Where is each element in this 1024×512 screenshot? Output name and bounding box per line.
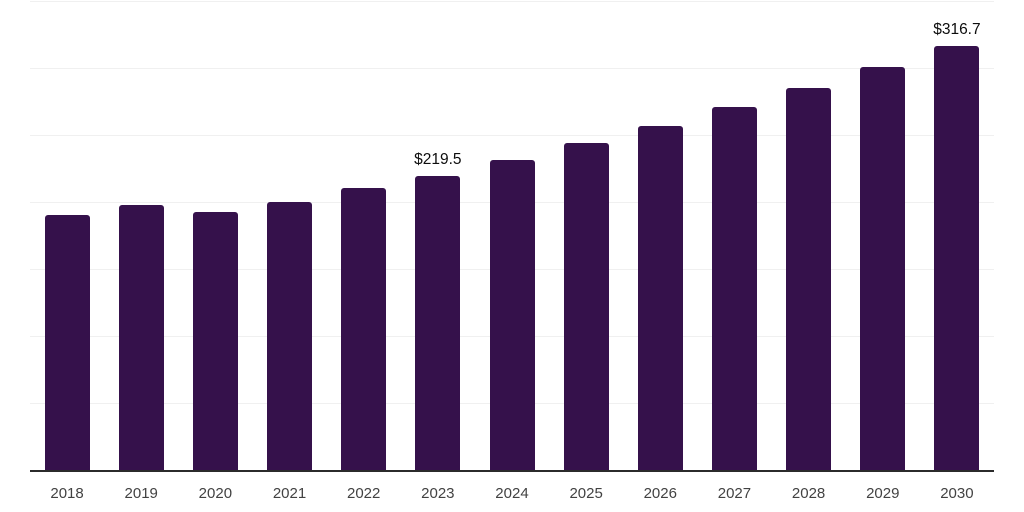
x-axis-line [30,470,994,472]
bar-2022 [341,187,387,470]
bar-2019 [118,204,164,470]
bar-2026 [637,125,683,470]
gridline [30,135,994,136]
x-tick-2020: 2020 [198,485,233,502]
bar-2020 [192,212,238,470]
x-tick-2027: 2027 [717,485,752,502]
bar-2028 [786,87,832,470]
x-tick-2018: 2018 [50,485,84,502]
bar-2024 [489,160,535,470]
x-tick-2022: 2022 [346,485,381,502]
x-tick-2021: 2021 [272,485,307,502]
x-tick-2028: 2028 [791,485,826,502]
gridline [30,1,994,2]
value-label-2030: $316.7 [933,20,981,38]
x-tick-2024: 2024 [495,485,529,502]
x-tick-2019: 2019 [124,485,158,502]
x-tick-2026: 2026 [643,485,677,502]
bar-2029 [860,67,906,470]
bar-2025 [563,143,609,470]
value-label-2023: $219.5 [414,150,462,168]
bar-2023 [415,175,461,470]
x-tick-2023: 2023 [421,485,455,502]
gridline [30,68,994,69]
x-tick-2030: 2030 [940,485,974,502]
bar-2030 [934,45,980,470]
bar-2018 [44,214,90,470]
bar-2027 [711,107,757,470]
bar-2021 [267,202,313,470]
x-tick-2025: 2025 [569,485,603,502]
x-tick-2029: 2029 [866,485,900,502]
